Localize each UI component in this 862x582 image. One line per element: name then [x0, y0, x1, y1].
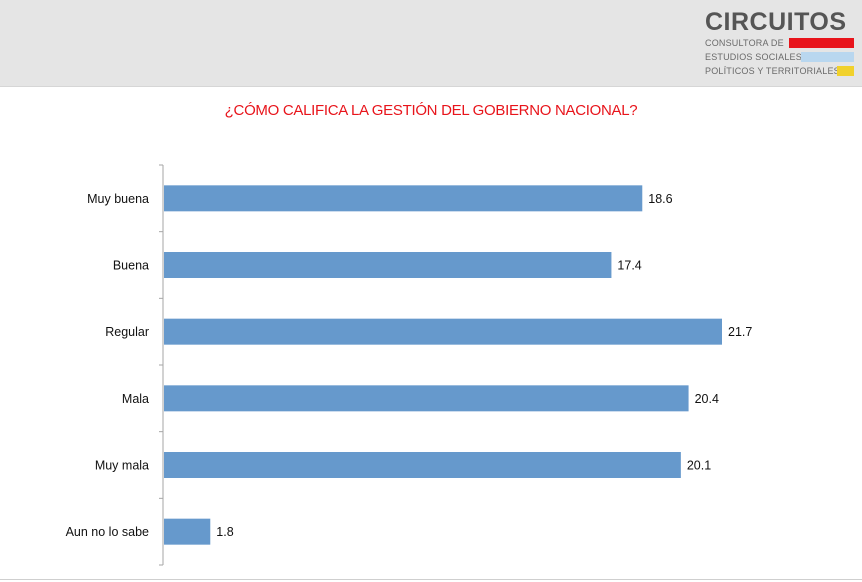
category-labels: Muy buena Buena Regular Mala Muy mala Aun no … — [66, 192, 149, 539]
bar-muy-buena — [164, 185, 643, 212]
logo-tagline-3: POLÍTICOS Y TERRITORIALES — [705, 66, 840, 76]
logo-name: CIRCUITOS — [705, 8, 847, 36]
bar-buena — [164, 252, 612, 278]
bar-regular — [164, 318, 722, 345]
logo-yellow-swatch — [837, 66, 854, 76]
logo-tagline-1: CONSULTORA DE — [705, 38, 784, 48]
header-banner: CIRCUITOS CONSULTORA DE ESTUDIOS SOCIALE… — [0, 0, 862, 87]
value-label: 20.1 — [687, 459, 711, 473]
circuitos-logo: CIRCUITOS CONSULTORA DE ESTUDIOS SOCIALE… — [705, 8, 855, 83]
category-label: Muy mala — [95, 459, 149, 473]
category-label: Regular — [105, 325, 149, 339]
bar-aun-no-lo-sabe — [164, 518, 211, 545]
value-label: 20.4 — [695, 392, 719, 406]
value-label: 18.6 — [648, 192, 672, 206]
category-label: Muy buena — [87, 192, 149, 206]
bars-group — [164, 185, 722, 545]
chart-title: ¿CÓMO CALIFICA LA GESTIÓN DEL GOBIERNO N… — [224, 102, 638, 119]
value-label: 21.7 — [728, 325, 752, 339]
logo-red-swatch — [789, 38, 854, 48]
category-label: Mala — [122, 392, 149, 406]
category-label: Buena — [113, 259, 149, 273]
value-label: 1.8 — [216, 525, 233, 539]
y-axis-ticks — [159, 164, 163, 566]
bar-mala — [164, 385, 689, 412]
bottom-divider — [0, 579, 862, 580]
logo-blue-swatch — [801, 52, 854, 62]
value-labels: 18.6 17.4 21.7 20.4 20.1 1.8 — [216, 192, 752, 539]
logo-tagline-2: ESTUDIOS SOCIALES, — [705, 52, 805, 62]
bar-muy-mala — [164, 452, 681, 478]
value-label: 17.4 — [617, 259, 641, 273]
category-label: Aun no lo sabe — [66, 525, 149, 539]
